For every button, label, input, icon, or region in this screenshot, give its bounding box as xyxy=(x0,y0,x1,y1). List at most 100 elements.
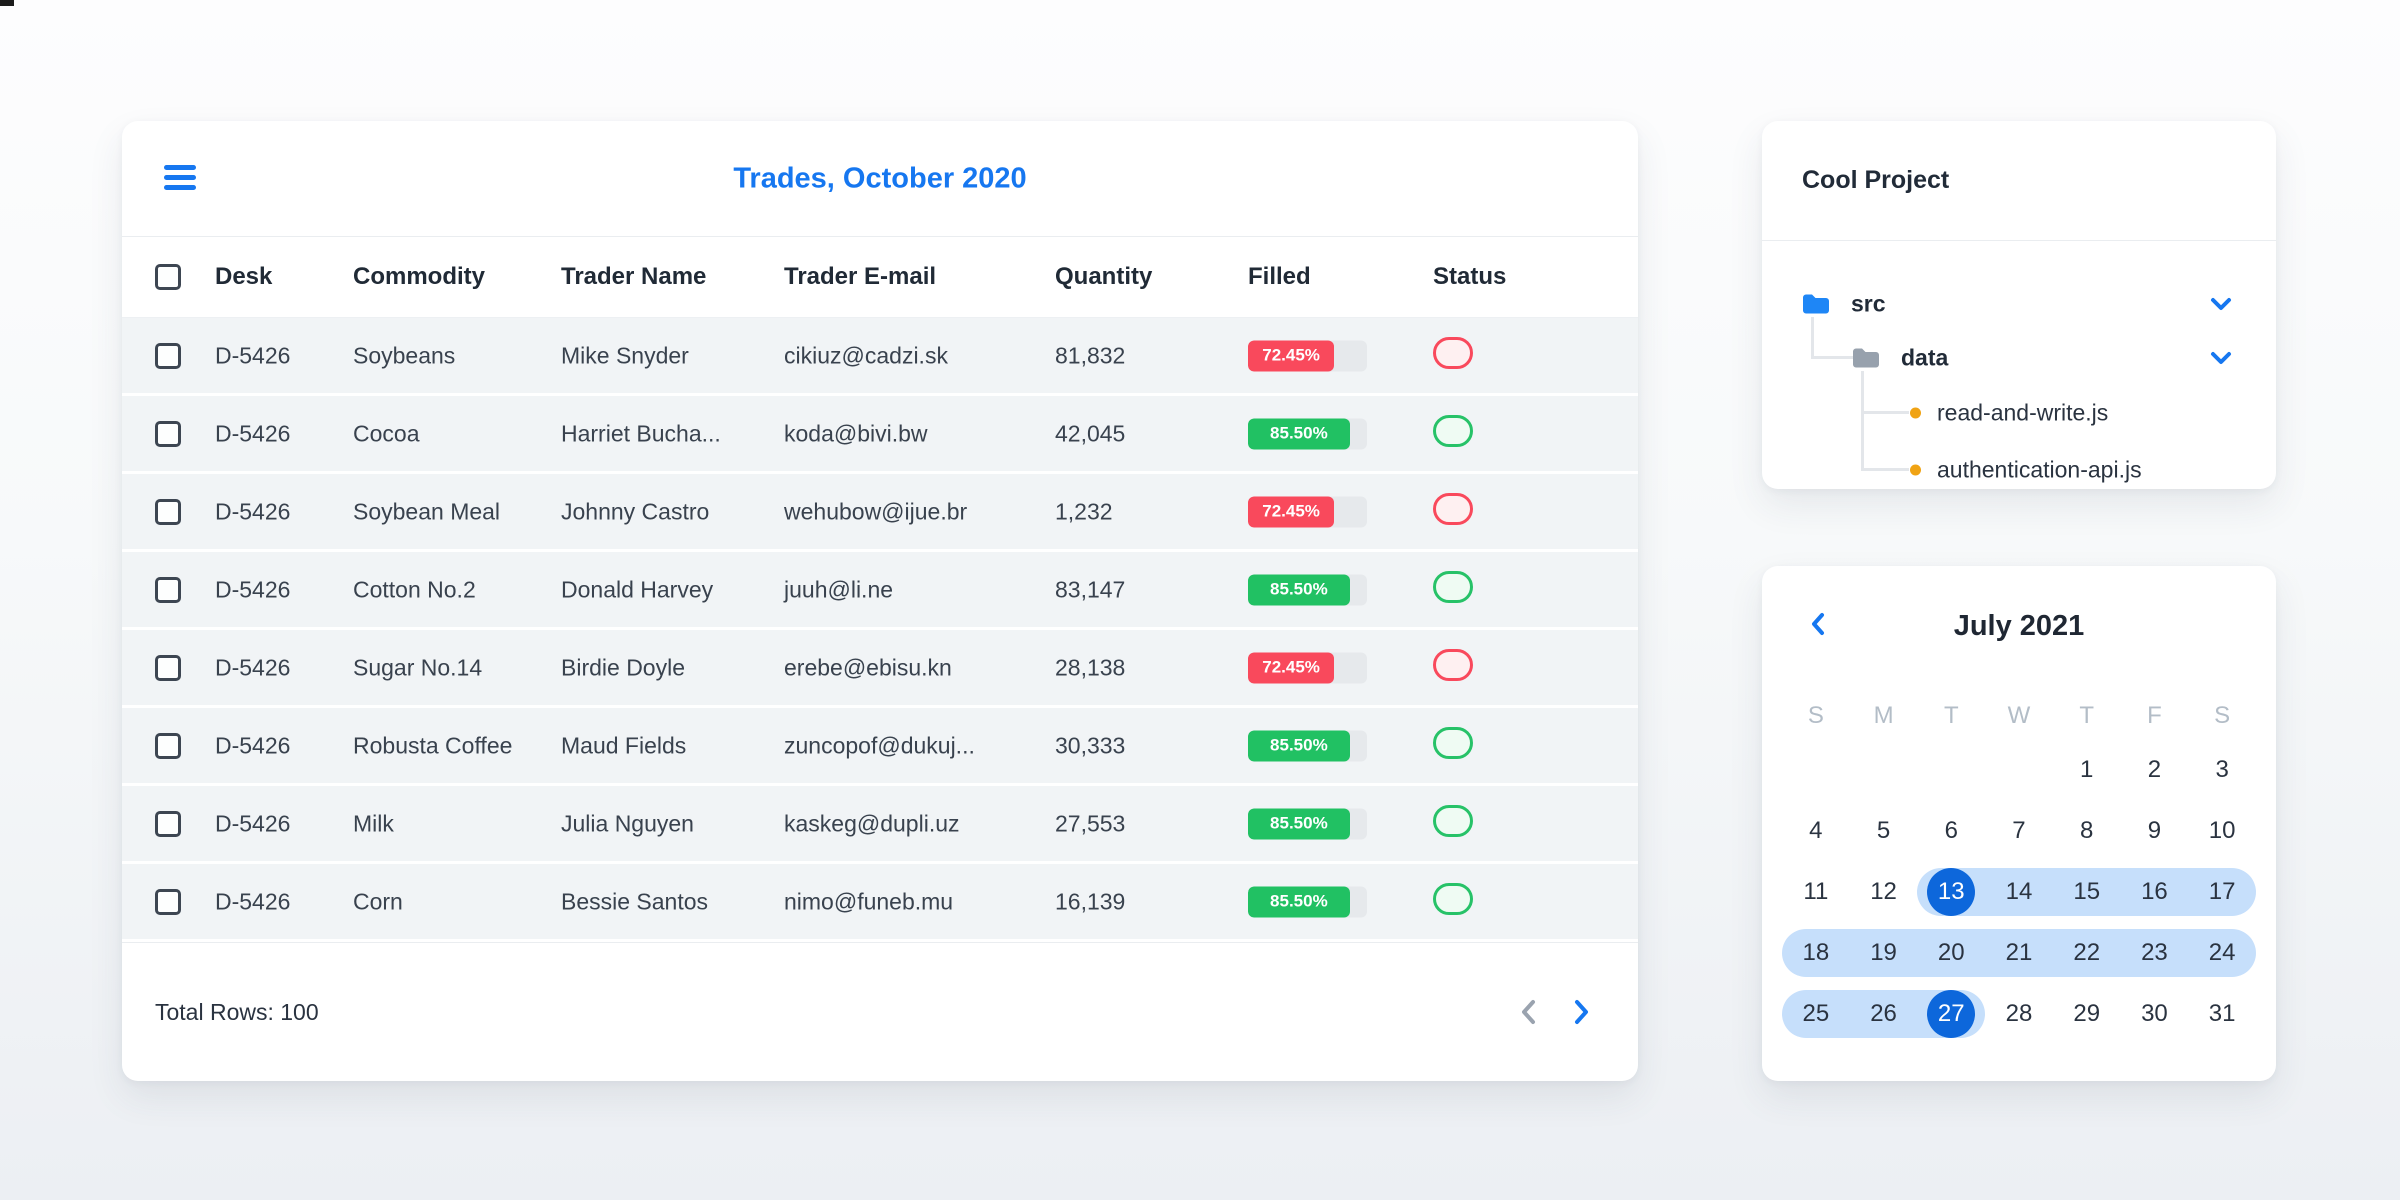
calendar-day[interactable]: 3 xyxy=(2215,755,2229,783)
row-checkbox[interactable] xyxy=(155,810,181,837)
tree-connector xyxy=(1811,356,1853,359)
row-checkbox[interactable] xyxy=(155,498,181,525)
calendar-day[interactable]: 31 xyxy=(2208,999,2236,1027)
tree-folder-src[interactable]: src xyxy=(1802,291,1886,318)
calendar-day[interactable]: 11 xyxy=(1803,877,1829,905)
tree-connector xyxy=(1861,468,1909,471)
trader-name-cell: Johnny Castro xyxy=(561,498,710,524)
calendar-day[interactable]: 13 xyxy=(1927,867,1976,916)
menu-icon[interactable] xyxy=(164,165,196,190)
previous-page-icon[interactable] xyxy=(1520,998,1537,1026)
calendar-day[interactable]: 23 xyxy=(2141,938,2168,966)
calendar-week-row: 4 5 6 7 8 9 10 xyxy=(1782,800,2256,861)
tree-folder-label: data xyxy=(1901,344,1949,371)
trader-name-cell: Birdie Doyle xyxy=(561,654,685,680)
day-of-week-label: W xyxy=(2007,701,2031,729)
filled-progress-bar: 85.50% xyxy=(1248,886,1367,917)
calendar-day[interactable]: 20 xyxy=(1937,938,1965,966)
column-header-trader-name: Trader Name xyxy=(561,263,707,290)
table-row: D-5426 Soybeans Mike Snyder cikiuz@cadzi… xyxy=(122,318,1638,393)
filled-progress-value: 72.45% xyxy=(1248,652,1335,683)
calendar-day[interactable]: 30 xyxy=(2141,999,2168,1027)
calendar-day[interactable]: 22 xyxy=(2073,938,2101,966)
calendar-day[interactable]: 17 xyxy=(2208,877,2236,905)
calendar-day[interactable]: 16 xyxy=(2141,877,2168,905)
trader-email-cell: wehubow@ijue.br xyxy=(784,498,968,524)
row-checkbox[interactable] xyxy=(155,732,181,759)
tree-connector xyxy=(1861,411,1909,414)
row-checkbox[interactable] xyxy=(155,342,181,369)
trader-email-cell: erebe@ebisu.kn xyxy=(784,654,952,680)
table-header-row: Desk Commodity Trader Name Trader E-mail… xyxy=(122,237,1638,318)
calendar-day[interactable]: 25 xyxy=(1802,999,1830,1027)
calendar-day[interactable]: 29 xyxy=(2073,999,2101,1027)
folder-icon xyxy=(1803,294,1829,314)
calendar-day[interactable]: 28 xyxy=(2005,999,2033,1027)
trader-name-cell: Harriet Bucha... xyxy=(561,420,721,446)
quantity-cell: 83,147 xyxy=(1055,576,1126,602)
calendar-day[interactable]: 9 xyxy=(2147,816,2162,844)
desk-cell: D-5426 xyxy=(215,732,291,758)
calendar-day[interactable]: 1 xyxy=(2080,755,2094,783)
row-checkbox[interactable] xyxy=(155,420,181,447)
calendar-day[interactable]: 12 xyxy=(1870,877,1897,905)
trader-email-cell: koda@bivi.bw xyxy=(784,420,928,446)
chevron-down-icon[interactable] xyxy=(2210,297,2232,311)
tree-file-label: authentication-api.js xyxy=(1937,456,2142,483)
calendar-day[interactable]: 26 xyxy=(1870,999,1897,1027)
calendar-day[interactable]: 8 xyxy=(2080,816,2094,844)
row-checkbox[interactable] xyxy=(155,888,181,915)
quantity-cell: 81,832 xyxy=(1055,342,1126,368)
table-row: D-5426 Cotton No.2 Donald Harvey juuh@li… xyxy=(122,552,1638,627)
tree-folder-data[interactable]: data xyxy=(1852,345,1948,372)
status-badge xyxy=(1433,648,1473,681)
desk-cell: D-5426 xyxy=(215,498,291,524)
calendar-day[interactable]: 14 xyxy=(2005,877,2033,905)
tree-file-authentication-api[interactable]: authentication-api.js xyxy=(1910,457,2142,484)
desk-cell: D-5426 xyxy=(215,888,291,914)
table-row: D-5426 Sugar No.14 Birdie Doyle erebe@eb… xyxy=(122,630,1638,705)
filled-progress-bar: 72.45% xyxy=(1248,496,1367,527)
filled-progress-value: 72.45% xyxy=(1248,496,1335,527)
next-page-icon[interactable] xyxy=(1573,998,1590,1026)
calendar-day[interactable]: 6 xyxy=(1944,816,1958,844)
tree-connector xyxy=(1811,317,1814,359)
trader-name-cell: Mike Snyder xyxy=(561,342,689,368)
row-checkbox[interactable] xyxy=(155,576,181,603)
select-all-checkbox[interactable] xyxy=(155,264,181,290)
status-badge xyxy=(1433,570,1473,603)
chevron-down-icon[interactable] xyxy=(2210,351,2232,365)
trader-email-cell: nimo@funeb.mu xyxy=(784,888,954,914)
project-panel: Cool Project src data read-and-wri xyxy=(1762,121,2276,489)
table-row: D-5426 Corn Bessie Santos nimo@funeb.mu … xyxy=(122,864,1638,939)
calendar-day[interactable]: 4 xyxy=(1809,816,1823,844)
filled-progress-value: 85.50% xyxy=(1248,730,1350,761)
desk-cell: D-5426 xyxy=(215,576,291,602)
calendar-day[interactable]: 2 xyxy=(2147,755,2162,783)
quantity-cell: 27,553 xyxy=(1055,810,1126,836)
table-row: D-5426 Robusta Coffee Maud Fields zuncop… xyxy=(122,708,1638,783)
calendar-day[interactable]: 7 xyxy=(2012,816,2026,844)
tree-file-read-and-write[interactable]: read-and-write.js xyxy=(1910,400,2108,427)
desk-cell: D-5426 xyxy=(215,342,291,368)
column-header-filled: Filled xyxy=(1248,263,1311,290)
calendar-day[interactable]: 5 xyxy=(1876,816,1891,844)
previous-month-icon[interactable] xyxy=(1810,612,1825,636)
calendar-day[interactable]: 10 xyxy=(2208,816,2236,844)
file-dot-icon xyxy=(1910,407,1921,419)
trader-name-cell: Bessie Santos xyxy=(561,888,709,914)
calendar-day[interactable]: 19 xyxy=(1870,938,1897,966)
commodity-cell: Robusta Coffee xyxy=(353,732,513,758)
tree-folder-label: src xyxy=(1851,290,1886,317)
commodity-cell: Sugar No.14 xyxy=(353,654,483,680)
calendar-day[interactable]: 24 xyxy=(2208,938,2236,966)
filled-progress-value: 85.50% xyxy=(1248,418,1350,449)
calendar-day[interactable]: 18 xyxy=(1802,938,1830,966)
corner-artifact xyxy=(0,0,14,6)
calendar-day[interactable]: 15 xyxy=(2073,877,2101,905)
calendar-day[interactable]: 21 xyxy=(2005,938,2033,966)
row-checkbox[interactable] xyxy=(155,654,181,681)
commodity-cell: Milk xyxy=(353,810,394,836)
total-rows-label: Total Rows: 100 xyxy=(155,998,319,1025)
calendar-day[interactable]: 27 xyxy=(1927,989,1976,1038)
